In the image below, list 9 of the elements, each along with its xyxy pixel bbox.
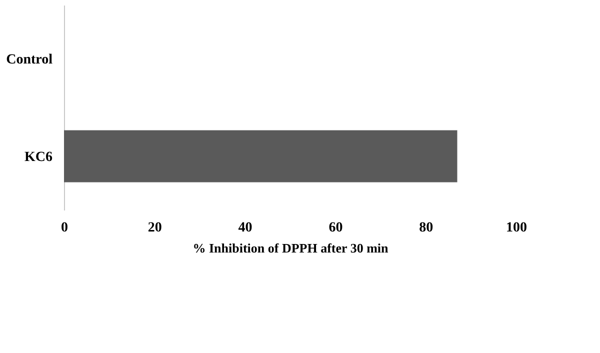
x-tick-label: 100 [506, 220, 527, 236]
x-tick-label: 40 [238, 220, 252, 236]
x-tick-label: 80 [419, 220, 434, 236]
y-tick-label: Control [6, 52, 53, 68]
y-tick-label: KC6 [24, 150, 52, 165]
x-tick-label: 60 [328, 220, 343, 236]
x-tick-label: 20 [148, 220, 162, 236]
x-tick-label: 0 [61, 220, 68, 236]
x-axis-title: % Inhibition of DPPH after 30 min [192, 240, 390, 256]
